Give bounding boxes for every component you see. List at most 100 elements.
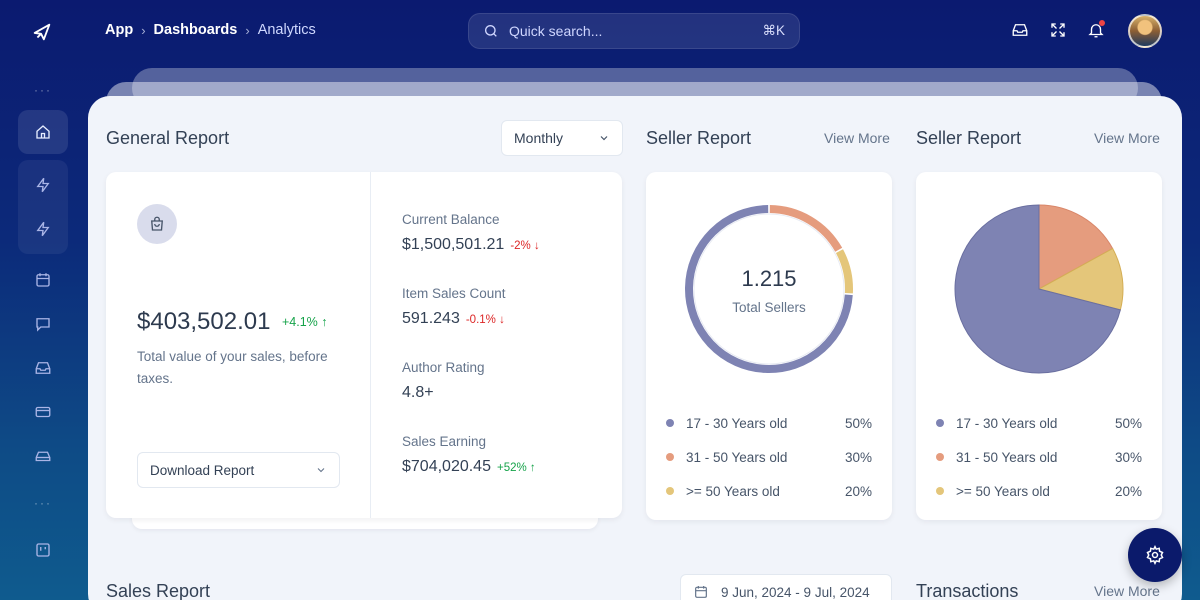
download-report-label: Download Report xyxy=(150,462,255,478)
view-more-link[interactable]: View More xyxy=(1094,130,1160,146)
sidebar-group xyxy=(18,160,68,254)
stat-label: Sales Earning xyxy=(402,434,487,449)
sidebar-item-inbox[interactable] xyxy=(18,346,68,390)
seller-report-title: Seller Report xyxy=(646,128,752,148)
search-shortcut: ⌘K xyxy=(762,23,785,38)
stat-label: Author Rating xyxy=(402,360,485,375)
donut-slice-2 xyxy=(835,249,853,294)
legend-dot xyxy=(936,453,944,461)
breadcrumb-app[interactable]: App xyxy=(105,22,134,38)
legend-item: 17 - 30 Years old 50% xyxy=(936,406,1142,440)
stat-author-rating: Author Rating 4.8+ xyxy=(402,360,485,402)
date-range-picker[interactable]: 9 Jun, 2024 - 9 Jul, 2024 xyxy=(680,574,892,600)
pie-slice-2 xyxy=(1037,247,1124,311)
download-report-button[interactable]: Download Report xyxy=(137,452,340,488)
arrow-up-icon: ↑ xyxy=(529,462,536,474)
total-sales-amount: $403,502.01 xyxy=(137,308,271,335)
stat-value: 4.8+ xyxy=(402,384,434,401)
sidebar: ··· ··· xyxy=(18,80,68,572)
legend-item: >= 50 Years old 20% xyxy=(936,474,1142,508)
calendar-icon xyxy=(36,273,50,287)
sidebar-item-kanban[interactable] xyxy=(18,528,68,572)
shopping-bag-badge xyxy=(137,204,177,244)
breadcrumb-analytics[interactable]: Analytics xyxy=(257,22,316,38)
chevron-down-icon xyxy=(600,136,608,141)
chevron-down-icon xyxy=(317,468,325,473)
pie-slice-1 xyxy=(1038,204,1114,290)
stat-sales-earning: Sales Earning $704,020.45 +52% ↑ xyxy=(402,434,536,476)
search-placeholder: Quick search... xyxy=(509,23,603,39)
lightning-icon xyxy=(36,221,50,237)
stat-change: +52% ↑ xyxy=(496,462,536,474)
sidebar-item-hard-drive[interactable] xyxy=(18,434,68,478)
seller-report-title: Seller Report xyxy=(916,128,1022,148)
transactions-title: Transactions xyxy=(916,581,1019,600)
home-icon xyxy=(36,125,50,139)
user-avatar[interactable] xyxy=(1128,14,1162,48)
legend-item: 17 - 30 Years old 50% xyxy=(666,406,872,440)
donut-center-value: 1.215 xyxy=(741,266,797,291)
fullscreen-icon[interactable] xyxy=(1048,20,1068,40)
credit-card-icon xyxy=(35,406,51,418)
total-sales-description: Total value of your sales, before taxes. xyxy=(137,349,328,386)
sidebar-divider-dots: ··· xyxy=(34,83,52,97)
legend-dot xyxy=(666,419,674,427)
sidebar-item-credit-card[interactable] xyxy=(18,390,68,434)
breadcrumb-dashboards[interactable]: Dashboards xyxy=(153,22,238,38)
total-sales-change: +4.1% ↑ xyxy=(282,315,328,329)
sidebar-item-chat[interactable] xyxy=(18,302,68,346)
search-bar[interactable]: Quick search... ⌘K xyxy=(468,13,800,49)
donut-slice-0 xyxy=(685,205,853,373)
view-more-link[interactable]: View More xyxy=(1094,583,1160,599)
period-select-value: Monthly xyxy=(514,130,564,146)
stat-label: Item Sales Count xyxy=(402,286,506,301)
legend-dot xyxy=(666,453,674,461)
arrow-down-icon: ↓ xyxy=(533,240,540,252)
pie-chart-svg xyxy=(954,204,1124,374)
chevron-right-icon: › xyxy=(141,22,146,38)
stat-change: -0.1% ↓ xyxy=(465,314,505,326)
seller-report-card: 1.215 Total Sellers 17 - 30 Years old 50%… xyxy=(646,172,892,520)
hard-drive-icon xyxy=(35,451,51,462)
topbar-actions xyxy=(1010,20,1106,40)
legend-dot xyxy=(936,487,944,495)
gear-icon xyxy=(1146,545,1164,565)
donut-legend: 17 - 30 Years old 50% 31 - 50 Years old 30… xyxy=(666,406,872,508)
legend-dot xyxy=(666,487,674,495)
divider xyxy=(370,172,371,518)
breadcrumb: App › Dashboards › Analytics xyxy=(105,22,316,38)
pie-chart xyxy=(952,202,1126,376)
sidebar-divider-dots: ··· xyxy=(34,496,52,510)
legend-item: 31 - 50 Years old 30% xyxy=(666,440,872,474)
donut-slice-1 xyxy=(769,205,843,252)
sidebar-item-lightning-1[interactable] xyxy=(18,163,68,207)
pie-slice-0 xyxy=(954,204,1121,374)
legend-item: >= 50 Years old 20% xyxy=(666,474,872,508)
period-select[interactable]: Monthly xyxy=(501,120,623,156)
inbox-icon xyxy=(35,362,51,374)
stat-value: $1,500,501.21 xyxy=(402,236,505,253)
sales-report-title: Sales Report xyxy=(106,581,211,600)
chevron-right-icon: › xyxy=(245,22,250,38)
donut-inner-ring xyxy=(693,213,845,365)
search-icon xyxy=(483,23,499,39)
sidebar-item-home[interactable] xyxy=(18,110,68,154)
sidebar-item-lightning-2[interactable] xyxy=(18,207,68,251)
calendar-icon xyxy=(693,584,709,600)
general-report-title: General Report xyxy=(106,128,230,148)
settings-button[interactable] xyxy=(1128,528,1182,582)
inbox-icon[interactable] xyxy=(1010,20,1030,40)
bell-icon[interactable] xyxy=(1086,20,1106,40)
stat-label: Current Balance xyxy=(402,212,500,227)
legend-item: 31 - 50 Years old 30% xyxy=(936,440,1142,474)
seller-report-card: 17 - 30 Years old 50% 31 - 50 Years old 30… xyxy=(916,172,1162,520)
sidebar-item-calendar[interactable] xyxy=(18,258,68,302)
view-more-link[interactable]: View More xyxy=(824,130,890,146)
rocket-logo-icon xyxy=(33,23,51,41)
arrow-down-icon: ↓ xyxy=(499,314,505,326)
arrow-up-icon: ↑ xyxy=(321,315,328,329)
notification-dot xyxy=(1099,20,1105,26)
app-logo[interactable] xyxy=(28,18,56,46)
date-range-value: 9 Jun, 2024 - 9 Jul, 2024 xyxy=(721,584,870,600)
stat-item-sales-count: Item Sales Count 591.243 -0.1% ↓ xyxy=(402,286,506,328)
